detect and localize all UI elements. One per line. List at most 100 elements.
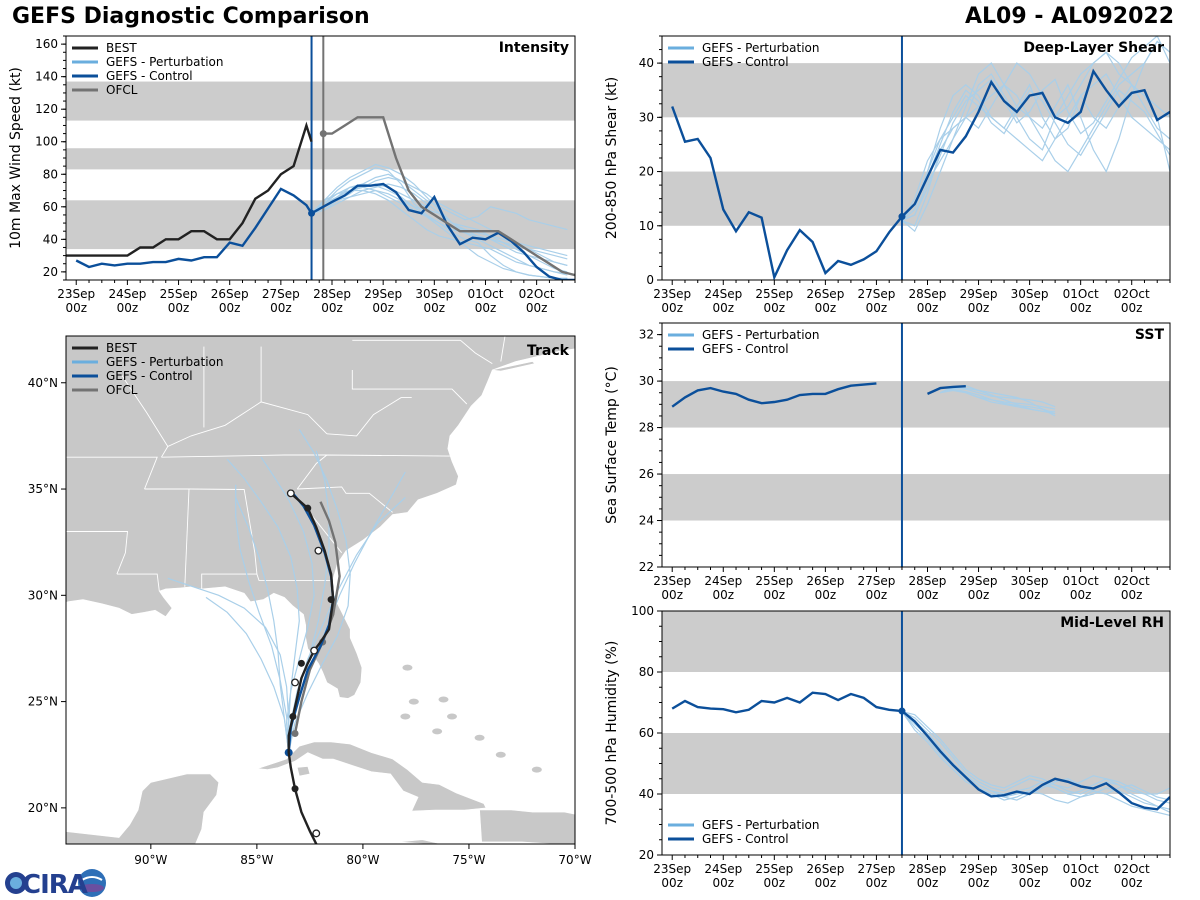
ofcl-marker xyxy=(291,729,299,737)
x-tick-label-day: 02Oct xyxy=(1114,862,1150,876)
x-tick-label-day: 25Sep xyxy=(755,287,793,301)
land-island xyxy=(446,713,457,720)
state-border xyxy=(297,486,393,513)
lat-tick-label: 35°N xyxy=(28,482,58,496)
x-tick-label-day: 27Sep xyxy=(262,287,300,301)
plot-frame xyxy=(661,322,1171,568)
x-tick-label-hour: 00z xyxy=(712,876,734,890)
map-frame xyxy=(65,335,576,845)
x-tick-label-hour: 00z xyxy=(1070,588,1092,602)
init-point xyxy=(898,213,906,221)
y-tick-label: 60 xyxy=(43,200,58,214)
lon-tick-label: 70°W xyxy=(558,853,591,867)
x-tick-label-hour: 00z xyxy=(764,301,786,315)
x-tick-label-hour: 00z xyxy=(1019,876,1041,890)
x-tick-label-day: 26Sep xyxy=(806,862,844,876)
perturbation-line xyxy=(901,36,1170,221)
x-tick-label-day: 29Sep xyxy=(960,862,998,876)
control-line xyxy=(927,385,966,395)
state-border xyxy=(66,531,128,575)
land-jamaica xyxy=(398,839,442,844)
x-tick-label-day: 23Sep xyxy=(653,574,691,588)
y-tick-label: 60 xyxy=(639,726,654,740)
x-tick-label-hour: 00z xyxy=(1121,588,1143,602)
y-tick-label: 32 xyxy=(639,328,654,342)
best-line xyxy=(66,121,313,257)
best-marker-closed xyxy=(289,712,297,720)
x-tick-label-hour: 00z xyxy=(475,301,497,315)
perturbation-line xyxy=(901,711,1170,804)
plot-area xyxy=(662,36,1170,280)
x-tick-label-hour: 00z xyxy=(968,876,990,890)
x-tick-label-hour: 00z xyxy=(1070,301,1092,315)
lat-tick-label: 20°N xyxy=(28,801,58,815)
x-tick-label-day: 30Sep xyxy=(1011,574,1049,588)
x-tick-label-hour: 00z xyxy=(917,588,939,602)
y-tick-label: 22 xyxy=(639,560,654,574)
x-tick-label-hour: 00z xyxy=(815,876,837,890)
best-marker-open xyxy=(312,829,321,838)
lat-tick-label: 30°N xyxy=(28,588,58,602)
land-island xyxy=(531,766,542,773)
perturbation-line xyxy=(901,40,1170,221)
x-tick-label-hour: 00z xyxy=(661,876,683,890)
y-tick-label: 80 xyxy=(43,167,58,181)
state-border xyxy=(326,397,412,437)
y-tick-label: 10 xyxy=(639,219,654,233)
x-tick-label-day: 23Sep xyxy=(653,862,691,876)
legend-label: GEFS - Control xyxy=(106,69,193,83)
x-tick-label-hour: 00z xyxy=(168,301,190,315)
x-tick-label-day: 27Sep xyxy=(857,287,895,301)
best-marker-open xyxy=(286,489,295,498)
legend-label: GEFS - Perturbation xyxy=(702,818,819,832)
x-tick-label-hour: 00z xyxy=(65,301,87,315)
panel-title: Deep-Layer Shear xyxy=(1023,40,1164,56)
control-line xyxy=(75,182,575,280)
x-tick-label-hour: 00z xyxy=(661,588,683,602)
perturbation-line xyxy=(901,89,1170,221)
sst-panel: 22242628303223Sep00z24Sep00z25Sep00z26Se… xyxy=(604,322,1171,602)
figure-title: GEFS Diagnostic Comparison xyxy=(12,4,370,29)
legend-label: GEFS - Control xyxy=(702,55,789,69)
x-tick-label-hour: 00z xyxy=(712,301,734,315)
state-border xyxy=(120,374,169,447)
x-tick-label-hour: 00z xyxy=(1121,301,1143,315)
best-marker-closed xyxy=(297,659,305,667)
x-tick-label-hour: 00z xyxy=(270,301,292,315)
x-tick-label-hour: 00z xyxy=(321,301,343,315)
x-tick-label-hour: 00z xyxy=(917,876,939,890)
land-cuba xyxy=(257,741,487,812)
init-point xyxy=(308,209,316,217)
x-tick-label-day: 24Sep xyxy=(704,574,742,588)
legend-label: GEFS - Control xyxy=(702,832,789,846)
x-tick-label-hour: 00z xyxy=(968,301,990,315)
x-tick-label-day: 27Sep xyxy=(857,862,895,876)
legend-label: GEFS - Control xyxy=(702,342,789,356)
y-axis-label: Sea Surface Temp (°C) xyxy=(604,366,620,524)
x-tick-label-day: 29Sep xyxy=(960,574,998,588)
x-tick-label-hour: 00z xyxy=(424,301,446,315)
perturbation-track xyxy=(260,456,315,753)
x-tick-label-day: 01Oct xyxy=(467,287,503,301)
map-area xyxy=(66,336,575,844)
land-isla-juventud xyxy=(296,766,311,777)
state-border xyxy=(351,370,468,405)
state-border xyxy=(352,339,493,364)
panel-title: SST xyxy=(1135,327,1165,343)
x-tick-label-hour: 00z xyxy=(1121,876,1143,890)
x-tick-label-day: 23Sep xyxy=(57,287,95,301)
x-tick-label-day: 25Sep xyxy=(160,287,198,301)
land-north-america xyxy=(66,336,575,699)
best-marker-open xyxy=(310,646,319,655)
x-tick-label-day: 30Sep xyxy=(1011,287,1049,301)
control-line xyxy=(671,691,1170,811)
state-border xyxy=(144,488,258,575)
ofcl-point xyxy=(319,130,327,138)
lon-tick-label: 90°W xyxy=(134,853,167,867)
y-tick-label: 120 xyxy=(35,102,58,116)
y-tick-label: 100 xyxy=(631,604,654,618)
perturbation-line xyxy=(311,183,568,257)
x-tick-label-day: 29Sep xyxy=(364,287,402,301)
control-line xyxy=(671,68,1170,280)
ofcl-track xyxy=(293,501,341,734)
